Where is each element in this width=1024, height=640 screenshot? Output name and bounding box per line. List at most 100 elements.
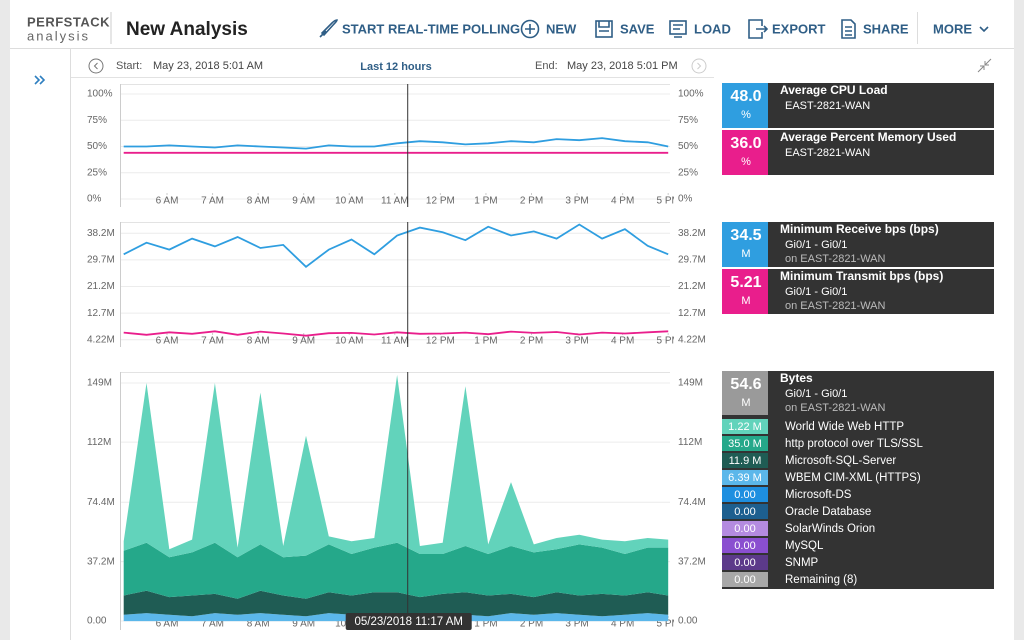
legend-panel <box>768 130 994 175</box>
y2-tick-label: 112M <box>678 437 702 448</box>
readout-box <box>722 130 768 175</box>
y-tick-label: 29.7M <box>87 255 115 266</box>
y-tick-label: 21.2M <box>87 281 115 292</box>
x-tick-label: 9 AM <box>292 619 315 630</box>
y2-tick-label: 74.4M <box>678 497 706 508</box>
rocket-icon <box>319 19 338 38</box>
toolbar-button[interactable]: NEW <box>546 21 577 36</box>
legend-name: Remaining (8) <box>785 574 857 586</box>
end-time: May 23, 2018 5:01 PM <box>567 60 678 72</box>
expand-sidebar[interactable] <box>34 75 46 85</box>
x-tick-label: 5 PM <box>657 619 680 630</box>
legend-swatch <box>722 436 768 451</box>
readout-unit: M <box>741 397 750 409</box>
stacked-area <box>123 375 669 558</box>
toolbar-button[interactable]: EXPORT <box>772 21 826 36</box>
y-tick-label: 149M <box>87 378 112 389</box>
series-line <box>123 330 669 337</box>
fullscreen-icon[interactable] <box>977 58 992 73</box>
y-tick-label: 4.22M <box>87 334 115 345</box>
readout-value: 36.0 <box>730 135 761 152</box>
new-icon <box>520 19 540 39</box>
x-tick-label: 12 PM <box>426 196 455 207</box>
readout-value: 34.5 <box>730 227 761 244</box>
x-tick-label: 7 AM <box>201 619 224 630</box>
y-tick-label: 112M <box>87 437 111 448</box>
prev-button[interactable] <box>88 58 104 74</box>
legend-node: on EAST-2821-WAN <box>785 253 886 265</box>
legend-name: Microsoft-SQL-Server <box>785 455 896 467</box>
y-tick-label: 50% <box>87 141 107 152</box>
x-tick-label: 11 AM <box>381 336 409 347</box>
stacked-area <box>123 590 669 617</box>
y2-tick-label: 38.2M <box>678 228 706 239</box>
toolbar-button[interactable]: MORE <box>933 21 972 36</box>
y-tick-label: 0% <box>87 194 102 205</box>
x-tick-label: 12 PM <box>426 336 455 347</box>
start-label: Start: <box>116 60 142 72</box>
legend-swatch <box>722 419 768 434</box>
y2-tick-label: 29.7M <box>678 255 706 266</box>
y2-tick-label: 149M <box>678 378 703 389</box>
series-line <box>123 223 669 268</box>
x-tick-label: 8 AM <box>247 336 270 347</box>
y2-tick-label: 50% <box>678 141 698 152</box>
y2-tick-label: 0.00 <box>678 616 698 627</box>
toolbar-button[interactable]: SAVE <box>620 21 655 36</box>
legend-swatch <box>722 521 768 536</box>
logo-top: PERFSTACK <box>27 14 110 29</box>
x-tick-label: 1 PM <box>474 336 497 347</box>
next-button[interactable] <box>691 58 707 74</box>
y-tick-label: 75% <box>87 115 107 126</box>
x-tick-label: 9 AM <box>292 336 315 347</box>
legend-panel <box>768 269 994 314</box>
y-tick-label: 38.2M <box>87 228 115 239</box>
toolbar-button[interactable]: SHARE <box>863 21 909 36</box>
legend-name: Minimum Receive bps (bps) <box>780 222 939 236</box>
x-tick-label: 3 PM <box>565 336 588 347</box>
x-tick-label: 7 AM <box>201 196 224 207</box>
y2-tick-label: 0% <box>678 194 693 205</box>
readout-value: 5.21 <box>730 274 761 291</box>
legend-interface: Gi0/1 - Gi0/1 <box>785 388 847 400</box>
y2-tick-label: 75% <box>678 115 698 126</box>
readout-box <box>722 371 768 415</box>
x-tick-label: 10 AM <box>335 196 363 207</box>
export-icon <box>748 19 769 39</box>
legend-name: MySQL <box>785 540 824 552</box>
legend-swatch <box>722 504 768 519</box>
timebar: Start: May 23, 2018 5:01 AM Last 12 hour… <box>71 58 992 78</box>
x-tick-label: 6 AM <box>156 196 179 207</box>
legend-name: http protocol over TLS/SSL <box>785 438 923 450</box>
toolbar-button[interactable]: START REAL-TIME POLLING <box>342 21 520 36</box>
chart: 6 AM 7 AM 8 AM 9 AM 10 AM 11 AM 12 PM 1 PM 2 PM 3… <box>120 84 674 207</box>
share-icon <box>841 19 856 39</box>
y2-tick-label: 12.7M <box>678 308 706 319</box>
x-tick-label: 4 PM <box>611 619 634 630</box>
readout-unit: % <box>741 109 751 121</box>
legend-interface: Gi0/1 - Gi0/1 <box>785 239 847 251</box>
save-icon-detail <box>598 21 610 32</box>
legend-value: 0.00 <box>734 540 755 552</box>
logo-bottom: analysis <box>27 28 90 43</box>
readout-unit: M <box>741 295 750 307</box>
legend-value: 0.00 <box>734 489 755 501</box>
range-selector[interactable]: Last 12 hours <box>360 61 432 73</box>
toolbar-button[interactable]: LOAD <box>694 21 731 36</box>
legend-name: Average Percent Memory Used <box>780 130 956 144</box>
x-tick-label: 1 PM <box>474 196 497 207</box>
x-tick-label: 2 PM <box>520 336 543 347</box>
legend-name: World Wide Web HTTP <box>785 421 904 433</box>
chart: 6 AM 7 AM 8 AM 9 AM 10 AM 11 AM 12 PM 1 PM 2 PM 3… <box>120 222 680 347</box>
legend-interface: Gi0/1 - Gi0/1 <box>785 286 847 298</box>
x-tick-label: 3 PM <box>565 196 588 207</box>
prev-arrow <box>93 62 98 70</box>
y2-tick-label: 37.2M <box>678 556 706 567</box>
readout-unit: % <box>741 156 751 168</box>
legend-node: on EAST-2821-WAN <box>785 300 886 312</box>
new-icon-plus <box>525 24 535 34</box>
x-tick-label: 5 PM <box>657 336 680 347</box>
more-chevron <box>979 26 989 33</box>
y-tick-label: 37.2M <box>87 556 115 567</box>
